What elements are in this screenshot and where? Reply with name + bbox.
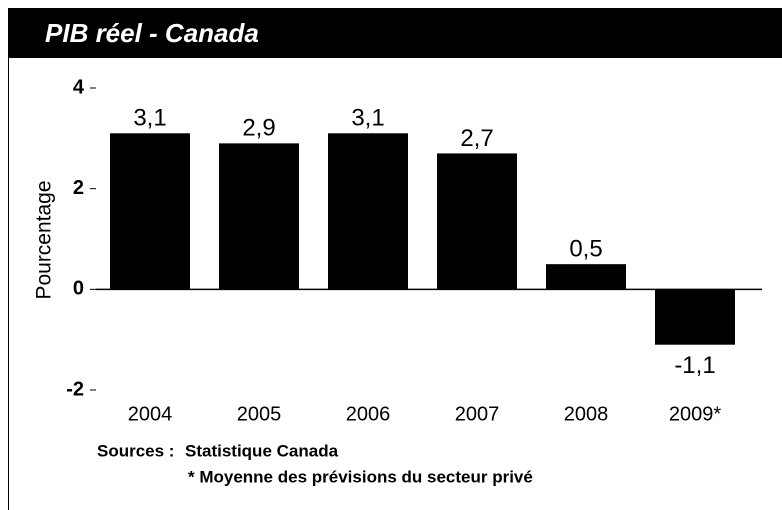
header-bar: [8, 8, 782, 58]
value-label: 3,1: [351, 105, 384, 132]
chart-title: PIB réel - Canada: [45, 18, 259, 48]
y-tick-label: 2: [73, 177, 84, 199]
bar: [110, 133, 190, 290]
bar: [437, 153, 517, 290]
bar: [219, 143, 299, 290]
y-axis-label: Pourcentage: [33, 180, 56, 299]
value-label: -1,1: [674, 352, 715, 379]
bar: [655, 289, 735, 345]
value-label: 2,9: [242, 115, 275, 142]
value-label: 2,7: [460, 125, 493, 152]
y-tick-label: 0: [73, 278, 84, 300]
x-tick-label: 2006: [346, 403, 391, 425]
value-label: 3,1: [133, 105, 166, 132]
x-tick-label: 2008: [564, 403, 609, 425]
x-tick-label: 2007: [455, 403, 500, 425]
bar: [546, 264, 626, 290]
source: Statistique Canada: [185, 441, 339, 460]
source-label: Sources :: [97, 441, 174, 460]
x-tick-label: 2004: [128, 403, 173, 425]
x-tick-label: 2005: [237, 403, 282, 425]
y-tick-label: -2: [66, 378, 84, 400]
x-tick-label: 2009*: [669, 403, 721, 425]
bar: [328, 133, 408, 290]
footnote: * Moyenne des prévisions du secteur priv…: [188, 467, 533, 486]
y-tick-label: 4: [73, 76, 85, 98]
value-label: 0,5: [569, 236, 602, 263]
